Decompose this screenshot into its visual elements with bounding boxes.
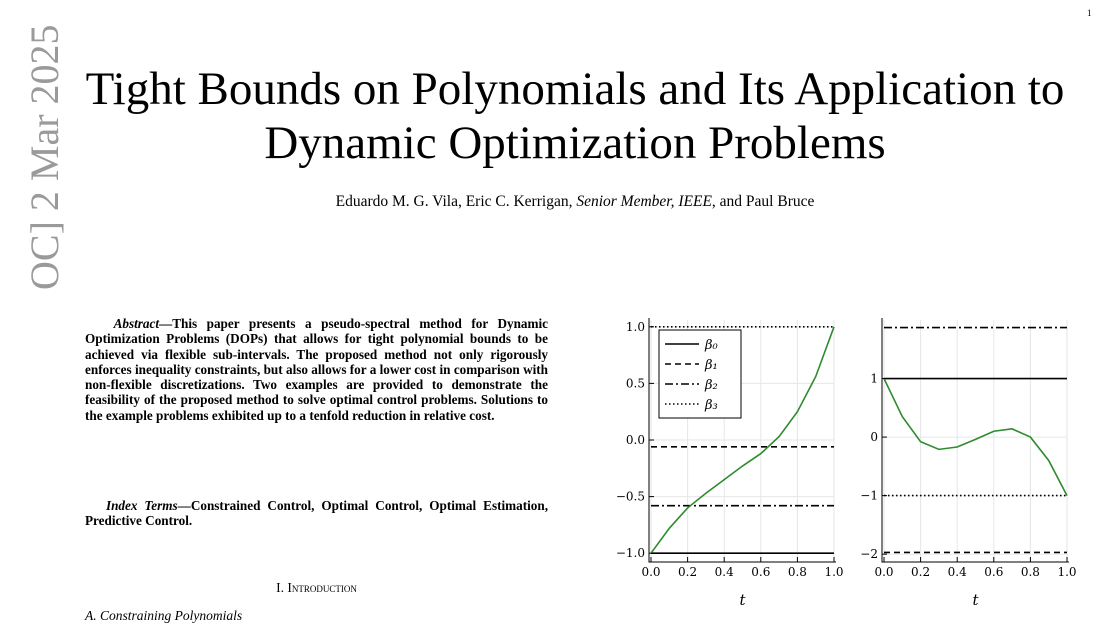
y-tick-label: 1 bbox=[870, 372, 878, 386]
side-stamp: OC] 2 Mar 2025 bbox=[22, 24, 67, 290]
x-tick-label: 0.0 bbox=[874, 565, 893, 579]
x-tick-label: 0.0 bbox=[641, 565, 660, 579]
x-tick-label: 0.2 bbox=[911, 565, 930, 579]
title-line: Dynamic Optimization Problems bbox=[264, 117, 886, 169]
y-tick-label: 0 bbox=[870, 430, 878, 444]
x-tick-label: 0.2 bbox=[678, 565, 697, 579]
x-tick-label: 1.0 bbox=[1057, 565, 1076, 579]
abstract-text: —This paper presents a pseudo-spectral m… bbox=[85, 316, 549, 423]
x-tick-label: 0.6 bbox=[984, 565, 1003, 579]
authors-role: Senior Member, IEEE bbox=[576, 193, 712, 210]
legend-label: β₁ bbox=[704, 358, 718, 373]
legend-label: β₀ bbox=[704, 338, 719, 353]
series-line bbox=[650, 326, 835, 554]
index-label: Index Terms bbox=[105, 498, 178, 513]
legend-label: β₂ bbox=[704, 378, 718, 393]
index-terms: Index Terms—Constrained Control, Optimal… bbox=[85, 498, 548, 529]
subsection-heading: A. Constraining Polynomials bbox=[85, 608, 243, 623]
y-tick-label: 0.0 bbox=[626, 433, 645, 447]
title: Tight Bounds on Polynomials and Its Appl… bbox=[0, 62, 1101, 170]
abstract-label: Abstract bbox=[113, 316, 159, 331]
axis-frame bbox=[881, 318, 1069, 563]
y-tick-label: −2 bbox=[860, 547, 878, 561]
y-tick-label: −1.0 bbox=[616, 546, 645, 560]
x-axis-label: t bbox=[739, 591, 746, 609]
x-tick-label: 0.4 bbox=[948, 565, 967, 579]
y-tick-label: −1 bbox=[860, 489, 878, 503]
index-text: —Constrained Control, Optimal Control, O… bbox=[85, 498, 548, 529]
page-number: 1 bbox=[1087, 8, 1092, 18]
x-tick-label: 1.0 bbox=[824, 565, 843, 579]
x-axis-label: t bbox=[972, 591, 979, 609]
y-tick-label: 0.5 bbox=[626, 376, 645, 390]
axis-frame bbox=[648, 318, 836, 563]
abstract: Abstract—This paper presents a pseudo-sp… bbox=[85, 316, 548, 423]
section-heading: I. Introduction bbox=[276, 580, 357, 595]
authors-text: , and Paul Bruce bbox=[711, 193, 815, 210]
x-tick-label: 0.6 bbox=[751, 565, 770, 579]
x-tick-label: 0.4 bbox=[715, 565, 734, 579]
authors-text: Eduardo M. G. Vila, Eric C. Kerrigan, bbox=[335, 193, 577, 210]
x-tick-label: 0.8 bbox=[788, 565, 807, 579]
y-tick-label: 1.0 bbox=[626, 320, 645, 334]
y-tick-label: −0.5 bbox=[616, 490, 645, 504]
legend-label: β₃ bbox=[704, 398, 718, 413]
series-line bbox=[883, 378, 1068, 496]
authors: Eduardo M. G. Vila, Eric C. Kerrigan, Se… bbox=[0, 193, 1101, 211]
title-line: Tight Bounds on Polynomials and Its Appl… bbox=[85, 63, 1065, 115]
x-tick-label: 0.8 bbox=[1021, 565, 1040, 579]
